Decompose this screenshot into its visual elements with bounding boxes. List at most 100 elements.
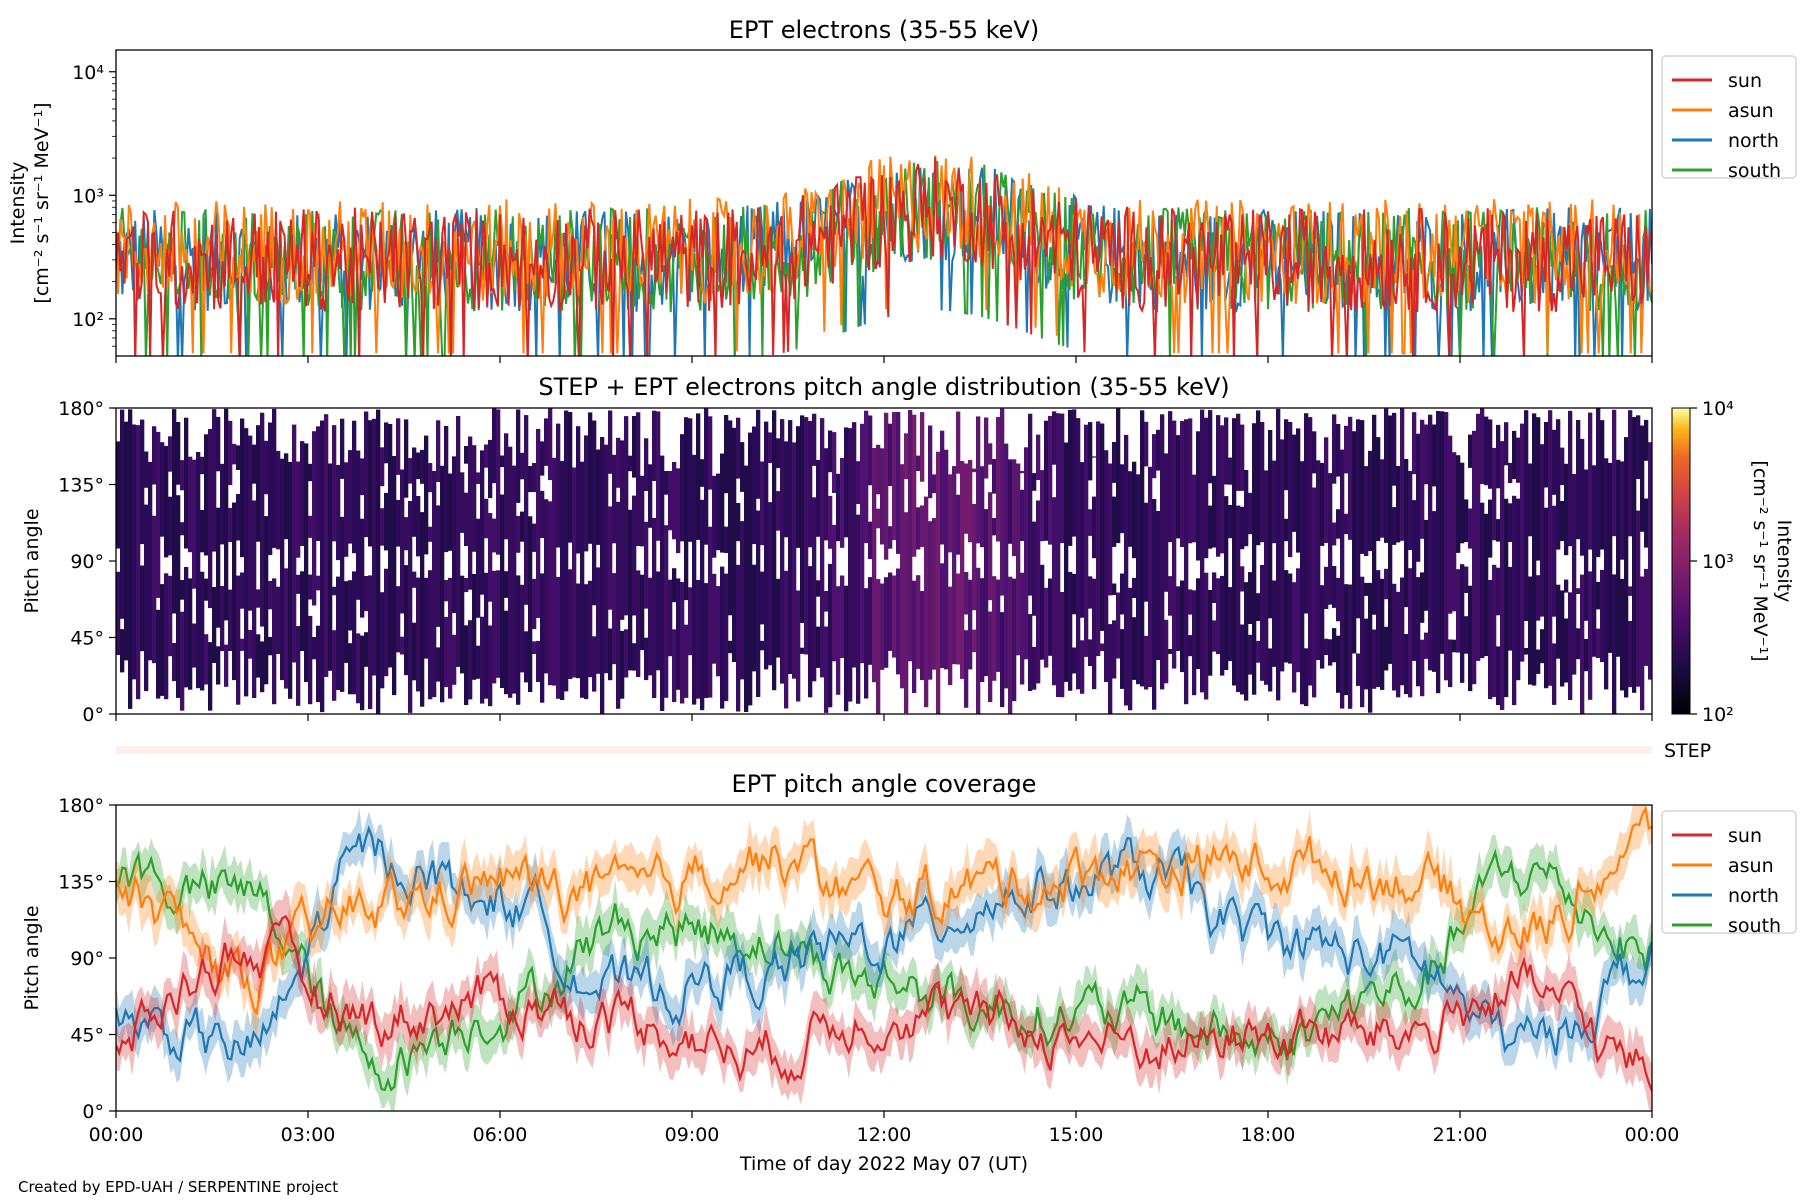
pad-cell [1248,572,1253,624]
pad-cell [1368,582,1373,713]
pad-cell [808,420,813,548]
pad-cell [396,418,401,475]
pad-cell [540,441,545,476]
pad-cell [1288,422,1293,558]
pad-cell [1124,434,1129,706]
pad-cell [1476,413,1481,661]
pad-cell [260,641,265,693]
pad-cell [1632,417,1637,693]
panel3-ytick-label: 135° [58,872,104,894]
pad-cell [1156,429,1161,471]
panel1-legend-label-south: south [1728,160,1781,182]
pad-cell [752,564,757,672]
pad-cell [524,631,529,683]
pad-cell [1152,434,1157,479]
pad-cell [464,492,469,547]
pad-cell [1188,418,1193,544]
pad-cell [1028,413,1033,596]
pad-cell [776,578,781,658]
pad-cell [592,420,597,606]
pad-cell [1172,420,1177,669]
pad-cell [796,590,801,702]
pad-cell [760,571,765,625]
pad-cell [760,461,765,546]
pad-cell [360,635,365,711]
pad-cell [920,412,925,482]
pad-cell [1196,578,1201,670]
pad-cell [180,522,185,536]
pad-cell [972,504,977,611]
pad-cell [1264,470,1269,685]
pad-cell [1552,643,1557,705]
pad-cell [1364,466,1369,556]
pad-cell [752,426,757,545]
panel3-series-sun [116,915,1652,1092]
pad-cell [1164,619,1169,684]
pad-cell [1588,571,1593,700]
pad-cell [1508,503,1513,542]
pad-cell [1628,621,1633,688]
pad-cell [308,515,313,538]
panel2-ytick-label: 180° [58,398,104,420]
pad-cell [1052,411,1057,465]
pad-cell [460,472,465,533]
panel3-xtick-label: 00:00 [89,1124,144,1146]
pad-cell [496,570,501,678]
pad-cell [1008,459,1013,544]
pad-cell [1524,648,1529,655]
pad-cell [1052,497,1057,686]
pad-cell [1332,414,1337,484]
colorbar-label-line1: Intensity [1773,520,1795,603]
panel3-xtick-label: 09:00 [665,1124,720,1146]
pad-cell [636,412,641,546]
panel-step: STEP [116,740,1711,762]
pad-cell [652,518,657,698]
panel1-legend-box [1661,55,1797,179]
pad-cell [152,515,157,664]
panel3-xtick-label: 06:00 [473,1124,528,1146]
panel1-xticks [115,356,1653,363]
pad-cell [172,409,177,614]
pad-cell [500,455,505,468]
pad-cell [1312,487,1317,698]
pad-cell [1224,496,1229,670]
pad-cell [836,586,841,695]
pad-cell [476,645,481,679]
pad-cell [452,456,457,614]
pad-cell [648,577,653,676]
pad-cell [1456,455,1461,553]
pad-cell [444,616,449,688]
pad-cell [1320,462,1325,546]
pad-cell [504,433,509,540]
pad-cell [952,466,957,665]
pad-cell [1436,411,1441,694]
pad-cell [1280,439,1285,672]
pad-cell [888,572,893,651]
pad-cell [1536,417,1541,561]
pad-cell [644,438,649,491]
pad-cell [1480,408,1485,484]
pad-cell [1416,577,1421,687]
pad-cell [1568,410,1573,547]
pad-cell [1132,461,1137,559]
pad-cell [1460,564,1465,683]
pad-cell [1204,572,1209,700]
pad-cell [704,583,709,698]
panel1-ytick-label: 10⁴ [72,62,104,84]
pad-cell [844,427,849,538]
pad-cell [1572,474,1577,675]
pad-cell [616,437,621,488]
pad-cell [228,589,233,651]
pad-cell [416,577,421,692]
pad-cell [1640,576,1645,711]
pad-cell [632,643,637,671]
pad-cell [516,515,521,553]
pad-cell [364,632,369,667]
pad-cell [1384,408,1389,543]
pad-cell [884,412,889,560]
pad-cell [868,521,873,560]
pad-cell [988,492,993,601]
pad-cell [208,428,213,609]
pad-cell [236,445,241,470]
pad-cell [492,408,497,484]
